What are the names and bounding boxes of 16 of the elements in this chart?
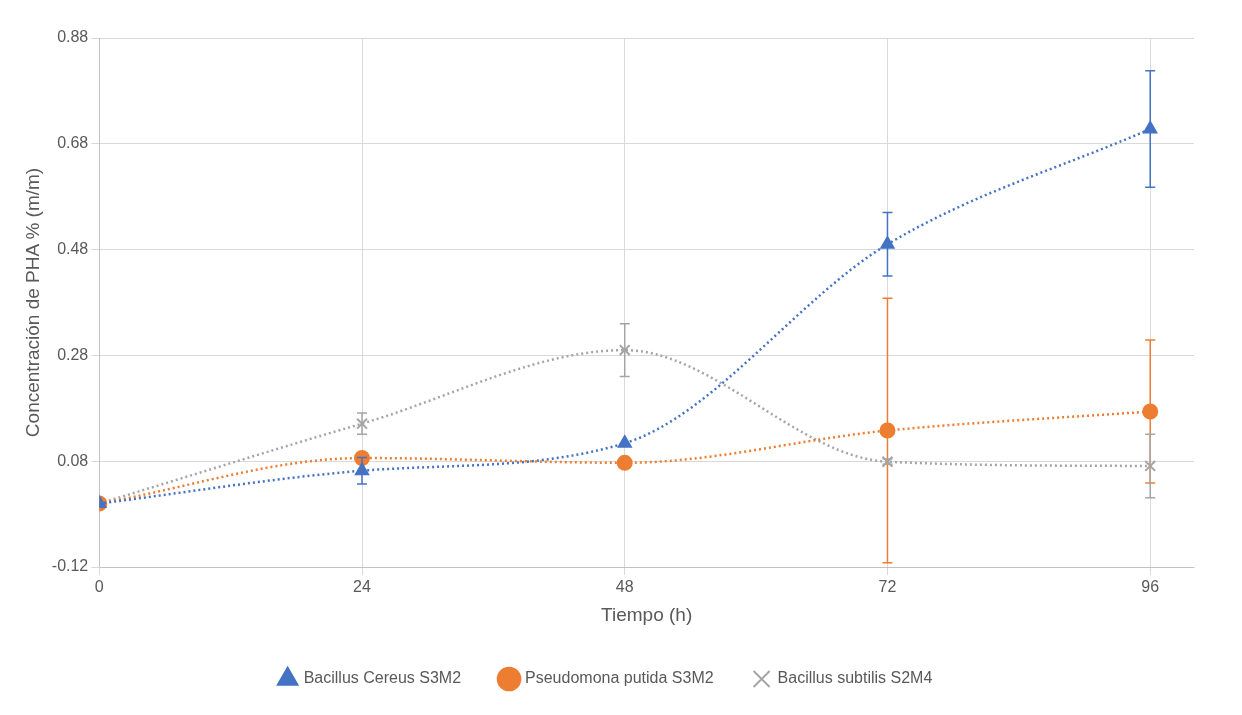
y-tick-label: 0.08 [57, 451, 89, 469]
y-tick-label: 0.28 [57, 345, 89, 363]
x-tick-label: 24 [353, 578, 371, 596]
x-tick-label: 96 [1141, 578, 1160, 596]
y-tick-label: 0.48 [57, 240, 89, 258]
legend-label: Bacillus subtilis S2M4 [777, 669, 933, 687]
y-tick-label: 0.68 [57, 134, 89, 152]
y-axis-title: Concentración de PHA % (m/m) [21, 167, 43, 438]
x-tick-label: 72 [878, 578, 897, 596]
y-tick-label: 0.88 [57, 28, 89, 46]
legend-label: Pseudomona putida S3M2 [525, 669, 714, 687]
legend-label: Bacillus Cereus S3M2 [303, 669, 462, 687]
x-axis-title: Tiempo (h) [601, 603, 693, 625]
x-tick-label: 0 [94, 578, 104, 596]
y-tick-label: -0.12 [51, 557, 89, 575]
x-tick-label: 48 [615, 578, 634, 596]
